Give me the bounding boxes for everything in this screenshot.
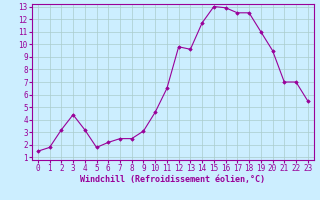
X-axis label: Windchill (Refroidissement éolien,°C): Windchill (Refroidissement éolien,°C) [80,175,265,184]
